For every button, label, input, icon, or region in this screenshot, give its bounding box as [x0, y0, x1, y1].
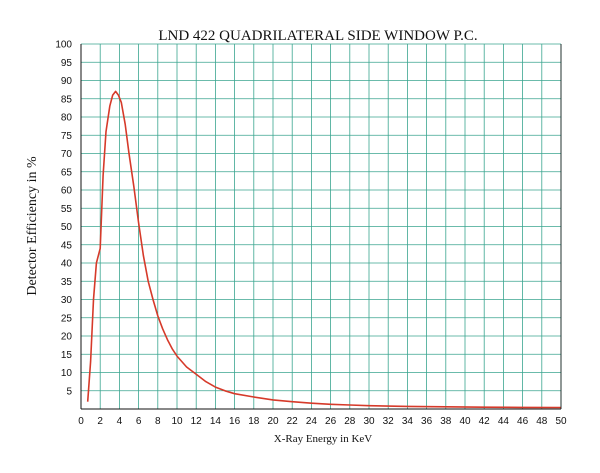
efficiency-curve: [86, 90, 562, 409]
x-tick-label: 42: [479, 416, 491, 427]
x-tick-label: 10: [171, 416, 183, 427]
x-tick-label: 46: [517, 416, 529, 427]
x-tick-label: 18: [248, 416, 260, 427]
y-tick-label: 90: [61, 76, 73, 87]
x-tick-label: 16: [229, 416, 241, 427]
y-tick-label: 15: [61, 350, 73, 361]
chart-title: LND 422 QUADRILATERAL SIDE WINDOW P.C.: [158, 28, 477, 44]
x-axis-label: X-Ray Energy in KeV: [274, 433, 373, 445]
x-tick-label: 34: [402, 416, 414, 427]
y-tick-labels: 5 10 15 20 25 30 35 40 45 50 55 60 65 70 75 80 85 90 95 100: [55, 40, 72, 398]
x-tick-label: 8: [155, 416, 161, 427]
x-tick-label: 40: [459, 416, 471, 427]
y-tick-label: 55: [61, 204, 73, 215]
x-tick-label: 50: [555, 416, 567, 427]
y-tick-label: 65: [61, 167, 73, 178]
y-tick-label: 45: [61, 240, 73, 251]
x-tick-label: 28: [344, 416, 356, 427]
y-tick-label: 40: [61, 259, 73, 270]
y-tick-label: 60: [61, 186, 73, 197]
x-tick-label: 38: [440, 416, 452, 427]
y-tick-label: 35: [61, 277, 73, 288]
x-tick-label: 44: [498, 416, 510, 427]
x-tick-label: 26: [325, 416, 337, 427]
y-tick-label: 70: [61, 149, 73, 160]
y-tick-label: 100: [55, 40, 72, 51]
x-tick-label: 36: [421, 416, 433, 427]
x-tick-label: 4: [117, 416, 123, 427]
x-tick-label: 12: [191, 416, 203, 427]
x-tick-label: 0: [78, 416, 84, 427]
x-tick-label: 20: [267, 416, 279, 427]
x-tick-label: 30: [363, 416, 375, 427]
axes: [80, 44, 562, 410]
y-tick-label: 30: [61, 295, 73, 306]
y-tick-label: 85: [61, 94, 73, 105]
y-axis-label: Detector Efficiency in %: [25, 156, 40, 296]
y-tick-label: 20: [61, 332, 73, 343]
series-line: [86, 90, 562, 409]
y-tick-label: 50: [61, 222, 73, 233]
y-tick-label: 80: [61, 113, 73, 124]
x-tick-label: 2: [97, 416, 103, 427]
x-tick-label: 6: [136, 416, 142, 427]
y-tick-label: 5: [66, 386, 72, 397]
x-tick-labels: 0 2 4 6 8 10 12 14 16 18 20 22 24 26 28 30 32 34 36 38 40 42 4…: [78, 416, 567, 427]
grid: [80, 43, 562, 410]
x-tick-label: 22: [287, 416, 299, 427]
y-tick-label: 25: [61, 313, 73, 324]
y-tick-label: 95: [61, 58, 73, 69]
x-tick-label: 32: [383, 416, 395, 427]
x-tick-label: 14: [210, 416, 222, 427]
y-tick-label: 75: [61, 131, 73, 142]
x-tick-label: 48: [536, 416, 548, 427]
x-tick-label: 24: [306, 416, 318, 427]
y-tick-label: 10: [61, 368, 73, 379]
